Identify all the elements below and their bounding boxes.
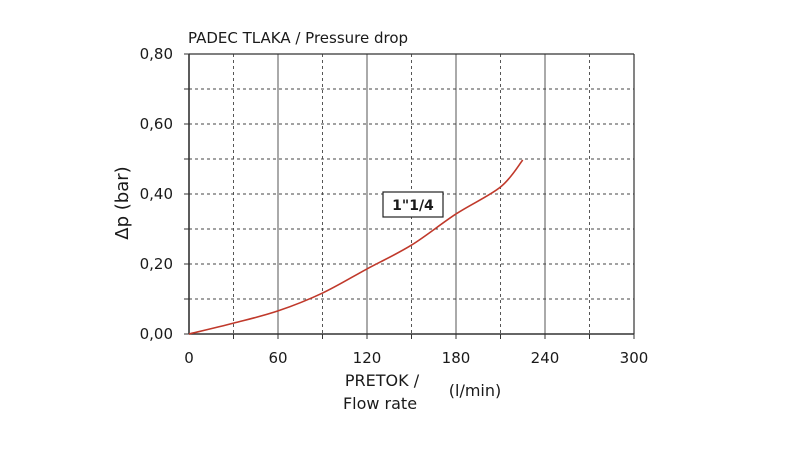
y-axis-label: Δp (bar): [112, 166, 133, 239]
x-tick-label: 240: [531, 349, 560, 367]
x-axis-label-line2: Flow rate: [343, 394, 417, 413]
series-label: 1"1/4: [392, 198, 434, 214]
series-line-1-1-4: [188, 159, 524, 335]
series-label-box: [382, 191, 444, 218]
x-tick-label: 0: [184, 349, 194, 367]
x-tick-label: 60: [268, 349, 287, 367]
x-tick-label: 300: [620, 349, 649, 367]
x-tick-label: 120: [353, 349, 382, 367]
y-tick-label: 0,80: [140, 45, 173, 63]
y-tick-label: 0,40: [140, 185, 173, 203]
y-tick-label: 0,60: [140, 115, 173, 133]
y-tick-label: 0,00: [140, 325, 173, 343]
x-tick-label: 180: [442, 349, 471, 367]
x-axis-label-line1: PRETOK /: [345, 371, 420, 390]
y-tick-label: 0,20: [140, 255, 173, 273]
chart-title: PADEC TLAKA / Pressure drop: [188, 29, 408, 47]
x-axis-unit: (l/min): [449, 381, 502, 400]
axis-ticks: 0 60 120 180 240 300 0,00 0,20 0,40 0,60 0,80: [140, 45, 649, 367]
